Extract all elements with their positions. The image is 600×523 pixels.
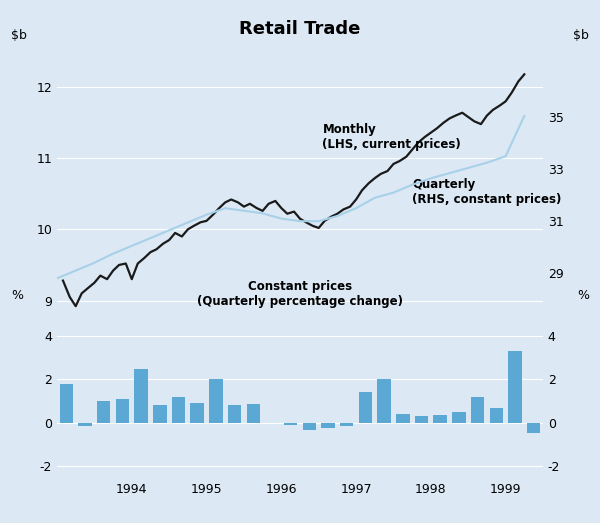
Text: Retail Trade: Retail Trade <box>239 20 361 38</box>
Bar <box>433 415 447 423</box>
Bar <box>452 412 466 423</box>
Text: $b: $b <box>573 29 589 42</box>
Bar <box>359 392 372 423</box>
Bar <box>527 423 541 433</box>
Text: Quarterly
(RHS, constant prices): Quarterly (RHS, constant prices) <box>412 178 562 206</box>
Bar <box>377 379 391 423</box>
Bar <box>490 408 503 423</box>
Bar <box>471 396 484 423</box>
Bar <box>228 405 241 423</box>
Bar <box>508 351 521 423</box>
Bar <box>396 414 410 423</box>
Bar <box>97 401 110 423</box>
Bar <box>302 423 316 430</box>
Bar <box>284 423 298 425</box>
Bar <box>247 404 260 423</box>
Text: %: % <box>11 289 23 302</box>
Text: %: % <box>577 289 589 302</box>
Bar <box>340 423 353 426</box>
Bar <box>134 369 148 423</box>
Bar <box>59 384 73 423</box>
Text: Constant prices
(Quarterly percentage change): Constant prices (Quarterly percentage ch… <box>197 280 403 308</box>
Bar <box>79 423 92 426</box>
Text: $b: $b <box>11 29 27 42</box>
Bar <box>153 405 167 423</box>
Bar <box>172 396 185 423</box>
Bar <box>116 399 129 423</box>
Bar <box>209 379 223 423</box>
Text: Monthly
(LHS, current prices): Monthly (LHS, current prices) <box>322 123 461 151</box>
Bar <box>415 416 428 423</box>
Bar <box>190 403 204 423</box>
Bar <box>322 423 335 428</box>
